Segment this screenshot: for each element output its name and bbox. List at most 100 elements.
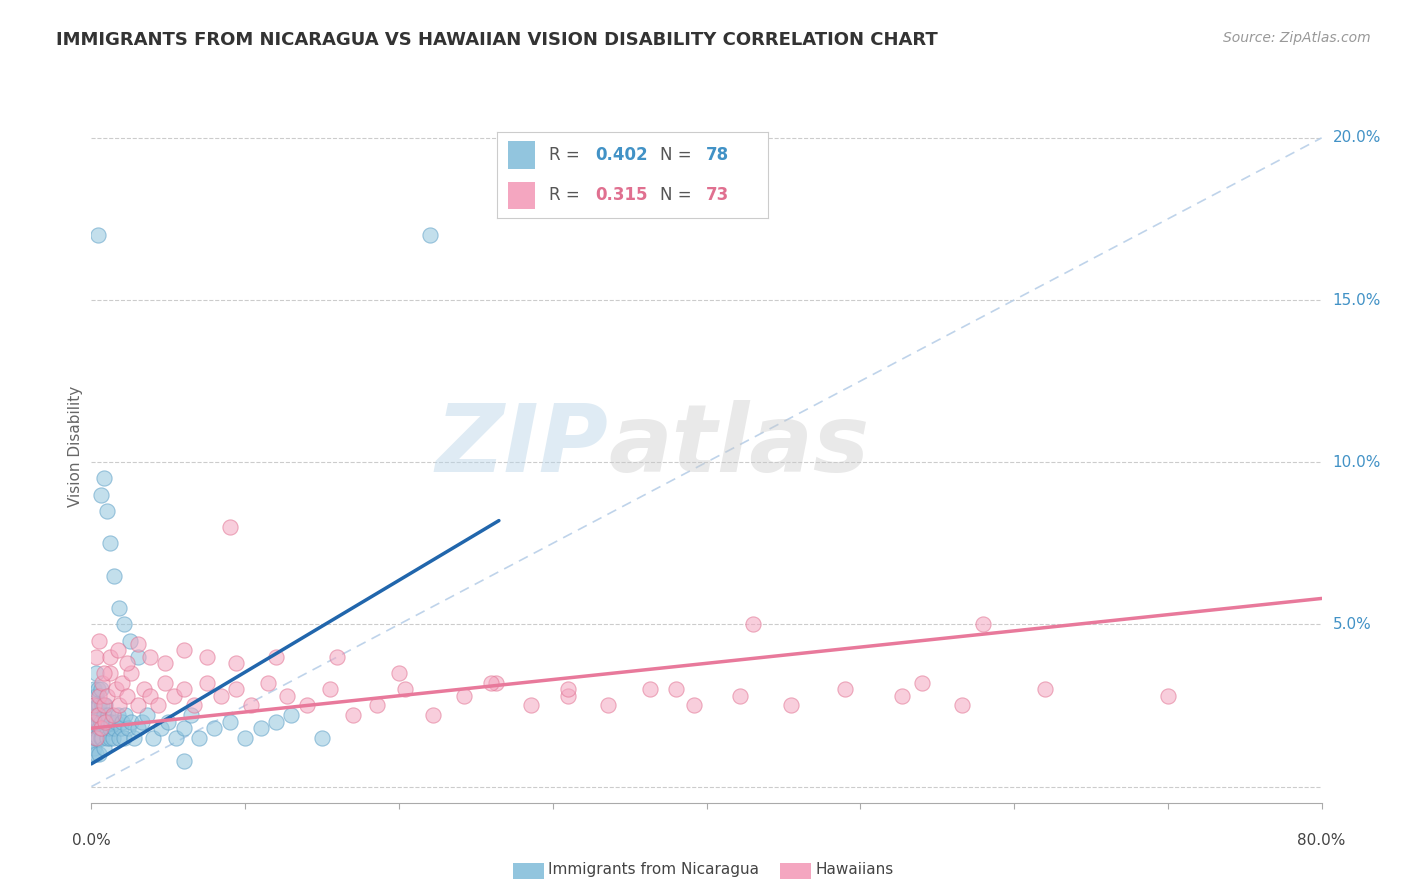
- Point: [96, 504, 118, 518]
- Point: [183, 698, 205, 713]
- Point: [108, 601, 131, 615]
- Text: 78: 78: [706, 146, 728, 164]
- Text: N =: N =: [659, 146, 696, 164]
- Point: [86, 714, 108, 729]
- Point: [94, 714, 117, 729]
- Point: [94, 698, 117, 713]
- Point: [82, 731, 104, 745]
- Point: [108, 698, 131, 713]
- FancyBboxPatch shape: [508, 142, 536, 169]
- Point: [280, 708, 302, 723]
- Point: [319, 682, 342, 697]
- Point: [911, 675, 934, 690]
- Point: [98, 731, 121, 745]
- Point: [163, 689, 186, 703]
- Point: [83, 682, 105, 697]
- Text: N =: N =: [659, 186, 696, 204]
- Point: [97, 708, 120, 723]
- Point: [93, 666, 115, 681]
- Text: R =: R =: [548, 146, 585, 164]
- Point: [98, 721, 121, 735]
- Point: [173, 682, 195, 697]
- Point: [342, 708, 364, 723]
- Text: 10.0%: 10.0%: [1333, 455, 1381, 470]
- Point: [93, 471, 115, 485]
- Point: [127, 721, 149, 735]
- Point: [115, 657, 138, 671]
- Point: [139, 689, 162, 703]
- Point: [117, 721, 139, 735]
- Point: [86, 682, 108, 697]
- Point: [90, 731, 112, 745]
- Point: [96, 731, 118, 745]
- Point: [101, 708, 124, 723]
- Point: [142, 731, 165, 745]
- Point: [225, 657, 247, 671]
- Point: [84, 649, 107, 664]
- Point: [132, 682, 155, 697]
- Point: [120, 666, 142, 681]
- Point: [91, 675, 114, 690]
- Point: [86, 698, 108, 713]
- Point: [84, 689, 107, 703]
- Point: [233, 731, 256, 745]
- Point: [107, 708, 129, 723]
- Point: [240, 698, 263, 713]
- Point: [86, 228, 108, 243]
- Point: [173, 643, 195, 657]
- Point: [225, 682, 247, 697]
- Point: [98, 666, 121, 681]
- Point: [110, 721, 132, 735]
- Point: [111, 675, 134, 690]
- Point: [557, 689, 579, 703]
- Text: Source: ZipAtlas.com: Source: ZipAtlas.com: [1223, 31, 1371, 45]
- Point: [683, 698, 706, 713]
- Point: [97, 714, 120, 729]
- Point: [741, 617, 763, 632]
- Point: [82, 714, 104, 729]
- Point: [96, 689, 118, 703]
- Point: [84, 666, 107, 681]
- Point: [87, 698, 110, 713]
- Point: [105, 714, 127, 729]
- Point: [326, 649, 349, 664]
- Point: [422, 708, 444, 723]
- Point: [100, 714, 122, 729]
- Point: [780, 698, 803, 713]
- Point: [209, 689, 232, 703]
- Point: [98, 536, 121, 550]
- Point: [264, 649, 287, 664]
- Point: [107, 643, 129, 657]
- Point: [394, 682, 416, 697]
- FancyBboxPatch shape: [508, 182, 536, 209]
- Point: [153, 675, 177, 690]
- Point: [520, 698, 543, 713]
- Point: [366, 698, 388, 713]
- Point: [139, 649, 162, 664]
- Point: [1033, 682, 1056, 697]
- Point: [90, 682, 112, 697]
- Point: [264, 714, 287, 729]
- Point: [91, 731, 114, 745]
- Point: [101, 731, 124, 745]
- Point: [596, 698, 619, 713]
- Point: [257, 675, 280, 690]
- Point: [83, 740, 105, 755]
- Point: [86, 708, 108, 723]
- Point: [84, 708, 107, 723]
- Point: [93, 708, 115, 723]
- Point: [195, 649, 218, 664]
- Point: [83, 698, 105, 713]
- Point: [202, 721, 225, 735]
- Point: [131, 714, 153, 729]
- Point: [84, 731, 107, 745]
- Point: [485, 675, 508, 690]
- Point: [276, 689, 298, 703]
- Point: [419, 228, 441, 243]
- Point: [83, 721, 105, 735]
- Point: [165, 731, 187, 745]
- Point: [146, 698, 169, 713]
- Point: [91, 698, 114, 713]
- Point: [87, 721, 110, 735]
- Point: [83, 698, 105, 713]
